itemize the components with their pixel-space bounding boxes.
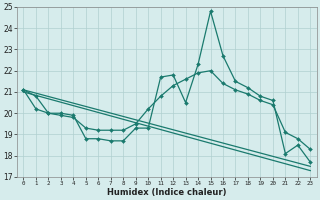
X-axis label: Humidex (Indice chaleur): Humidex (Indice chaleur) bbox=[107, 188, 227, 197]
